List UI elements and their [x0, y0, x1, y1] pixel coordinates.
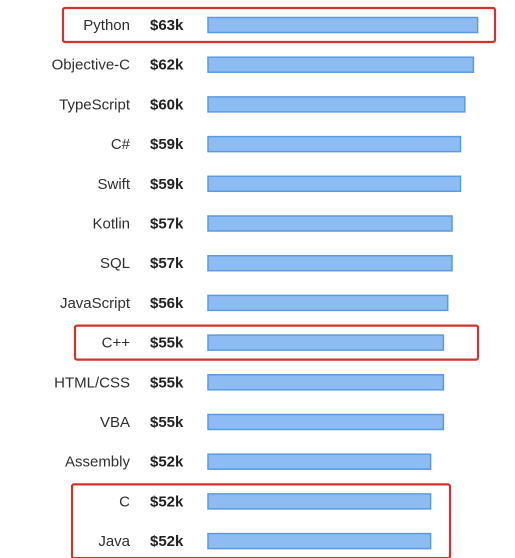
- bar-sql: [207, 254, 453, 272]
- bar-c: [207, 493, 432, 510]
- category-label-typescript: TypeScript: [59, 96, 131, 113]
- bar-python: [207, 16, 479, 34]
- value-label-python: $63k: [150, 17, 184, 34]
- category-label-java: Java: [98, 533, 130, 550]
- category-label-vba: VBA: [100, 414, 130, 431]
- bar-vba: [207, 413, 445, 431]
- value-label-java: $52k: [150, 533, 184, 550]
- highlight-layer: [61, 6, 497, 558]
- bar-csharp: [207, 135, 462, 153]
- category-label-cplusplus: C++: [102, 335, 131, 352]
- labels-layer: Python $63k Objective-C $62k TypeScript $60k C…: [52, 17, 184, 550]
- category-label-kotlin: Kotlin: [92, 216, 130, 233]
- bar-kotlin: [207, 215, 453, 232]
- value-label-assembly: $52k: [150, 454, 184, 471]
- category-label-objective-c: Objective-C: [52, 57, 131, 74]
- value-label-sql: $57k: [150, 255, 184, 272]
- value-label-kotlin: $57k: [150, 216, 184, 233]
- category-label-assembly: Assembly: [65, 454, 131, 471]
- category-label-csharp: C#: [111, 136, 131, 153]
- value-label-typescript: $60k: [150, 96, 184, 113]
- bar-assembly: [207, 453, 432, 470]
- value-label-javascript: $56k: [150, 295, 184, 312]
- bar-typescript: [207, 96, 466, 113]
- category-label-javascript: JavaScript: [60, 295, 131, 312]
- value-label-html-css: $55k: [150, 374, 184, 391]
- value-label-vba: $55k: [150, 414, 184, 431]
- bar-html-css: [207, 374, 445, 391]
- highlight-box-c-java: [70, 483, 452, 558]
- highlight-box-python: [61, 6, 497, 44]
- bar-javascript: [207, 294, 449, 312]
- bar-objective-c: [207, 56, 475, 73]
- category-label-sql: SQL: [100, 255, 130, 272]
- value-label-swift: $59k: [150, 176, 184, 193]
- value-label-cplusplus: $55k: [150, 335, 184, 352]
- bar-swift: [207, 175, 462, 193]
- category-label-swift: Swift: [97, 176, 130, 193]
- category-label-c: C: [119, 493, 130, 510]
- category-label-python: Python: [83, 17, 130, 34]
- value-label-csharp: $59k: [150, 136, 184, 153]
- value-label-c: $52k: [150, 493, 184, 510]
- highlight-box-cplusplus: [73, 324, 480, 361]
- bars-layer: [207, 16, 479, 550]
- bar-cplusplus: [207, 334, 445, 351]
- bar-java: [207, 532, 432, 550]
- value-label-objective-c: $62k: [150, 57, 184, 74]
- category-label-html-css: HTML/CSS: [54, 374, 130, 391]
